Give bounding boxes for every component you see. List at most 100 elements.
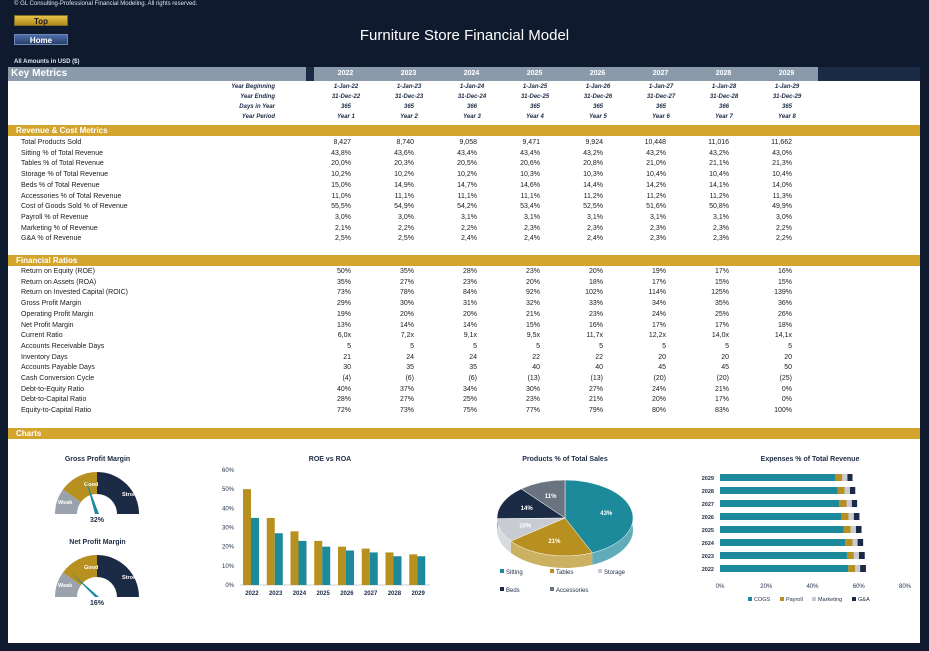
pie-data-label: 21%: [548, 539, 561, 545]
period-cell: 366: [718, 104, 729, 110]
row-label: Debt-to-Equity Ratio: [21, 385, 85, 393]
table-cell: 49,9%: [772, 203, 792, 211]
table-cell: (13): [527, 375, 540, 382]
period-cell: 365: [529, 104, 540, 110]
row-label: Tables % of Total Revenue: [21, 160, 104, 168]
period-cell: 31-Dec-28: [709, 94, 739, 100]
table-cell: 5: [536, 342, 540, 350]
table-cell: 34%: [462, 385, 477, 393]
year-header-2026: 2026: [566, 67, 629, 81]
table-cell: 19%: [651, 268, 666, 275]
y-tick-label: 2029: [702, 476, 714, 482]
period-cell: 365: [781, 104, 792, 110]
expense-bar-payroll: [848, 565, 856, 572]
table-cell: 32%: [525, 300, 540, 308]
table-cell: 139%: [774, 289, 792, 297]
table-cell: 2,2%: [776, 235, 792, 243]
table-cell: 20%: [525, 278, 540, 286]
table-cell: 20: [784, 353, 792, 361]
home-button[interactable]: Home: [14, 34, 68, 45]
gauge-zone-label: Strong: [122, 575, 140, 581]
x-tick-label: 2028: [388, 591, 402, 597]
table-cell: 17%: [714, 268, 729, 275]
roe-roa-bar: [298, 540, 307, 585]
period-cell: 1-Jan-23: [396, 84, 422, 90]
expense-bar-payroll: [846, 552, 854, 559]
table-cell: 10,3%: [520, 171, 540, 179]
x-tick-label: 40%: [806, 584, 819, 590]
table-cell: 43,2%: [583, 149, 603, 157]
x-tick-label: 2025: [316, 591, 330, 597]
table-cell: (13): [590, 375, 603, 382]
row-label: Payroll % of Revenue: [21, 213, 89, 221]
table-cell: 5: [725, 342, 729, 350]
x-tick-label: 2022: [245, 591, 259, 597]
expense-bar-payroll: [839, 500, 847, 507]
table-cell: 2,3%: [524, 224, 540, 232]
period-cell: Year 3: [463, 114, 481, 120]
top-button[interactable]: Top: [14, 15, 68, 26]
x-tick-label: 80%: [899, 584, 912, 590]
table-cell: 3,0%: [776, 213, 792, 221]
table-cell: 3,1%: [524, 213, 540, 221]
table-cell: 15%: [777, 278, 792, 286]
period-cell: 31-Dec-26: [583, 94, 613, 100]
expense-bar-cogs: [720, 565, 849, 572]
roe-roa-chart: 0% 10% 20% 30% 40% 50% 60% 2022 2023 2024 2025 2026…: [222, 468, 430, 597]
table-cell: 8,740: [396, 139, 414, 146]
expense-bar-marketing: [844, 487, 850, 494]
table-cell: 14,1x: [774, 332, 792, 340]
expense-bar-payroll: [843, 526, 851, 533]
table-cell: 11,2%: [583, 192, 603, 200]
row-label: G&A % of Revenue: [21, 235, 82, 243]
legend-label: Sitting: [506, 570, 523, 576]
y-tick-label: 2026: [702, 515, 714, 521]
pie-slice-sitting: [564, 479, 634, 554]
row-label: Return on Equity (ROE): [21, 268, 95, 275]
table-cell: 3,1%: [587, 213, 603, 221]
roe-roa-bar: [266, 517, 275, 585]
x-tick-label: 2027: [364, 591, 378, 597]
table-cell: 2,3%: [713, 224, 729, 232]
table-cell: 9,1x: [463, 332, 477, 340]
table-cell: (6): [405, 375, 414, 382]
expense-bar-cogs: [720, 487, 838, 494]
y-tick-label: 2025: [702, 528, 714, 534]
table-cell: (25): [779, 375, 792, 382]
legend-label: Payroll: [786, 597, 803, 603]
pie-slice-side: [510, 541, 593, 568]
table-cell: 79%: [588, 407, 603, 415]
expense-bar-ganda: [851, 500, 858, 507]
y-tick-label: 40%: [222, 506, 235, 512]
period-cell: 31-Dec-23: [394, 94, 424, 100]
row-label: Inventory Days: [21, 353, 68, 361]
table-cell: 17%: [714, 396, 729, 404]
table-cell: 73%: [399, 407, 414, 415]
table-cell: 35%: [336, 278, 351, 286]
table-cell: 125%: [711, 289, 729, 297]
roe-roa-bar: [409, 554, 418, 585]
table-cell: 43,4%: [520, 149, 540, 157]
legend-swatch: [550, 587, 554, 591]
table-cell: 10,2%: [457, 171, 477, 179]
table-cell: 2,2%: [776, 224, 792, 232]
expense-bar-marketing: [842, 474, 848, 481]
expenses-chart-title: Expenses % of Total Revenue: [760, 456, 860, 463]
y-tick-label: 60%: [222, 468, 235, 474]
table-cell: 24%: [651, 310, 666, 318]
period-cell: Year 6: [652, 114, 670, 120]
table-cell: 102%: [585, 289, 603, 297]
pie-data-label: 14%: [521, 506, 534, 512]
table-cell: 2,5%: [398, 235, 414, 243]
table-cell: 50%: [336, 268, 351, 275]
table-cell: (20): [716, 375, 729, 382]
period-cell: 366: [466, 104, 477, 110]
gauge-zone-weak: [55, 489, 81, 514]
row-label: Debt-to-Capital Ratio: [21, 396, 87, 404]
expense-bar-payroll: [837, 487, 845, 494]
table-cell: 11,662: [771, 139, 792, 146]
table-cell: 9,5x: [526, 332, 540, 340]
legend-swatch: [812, 597, 816, 601]
y-tick-label: 2028: [702, 489, 714, 495]
legend-swatch: [598, 569, 602, 573]
